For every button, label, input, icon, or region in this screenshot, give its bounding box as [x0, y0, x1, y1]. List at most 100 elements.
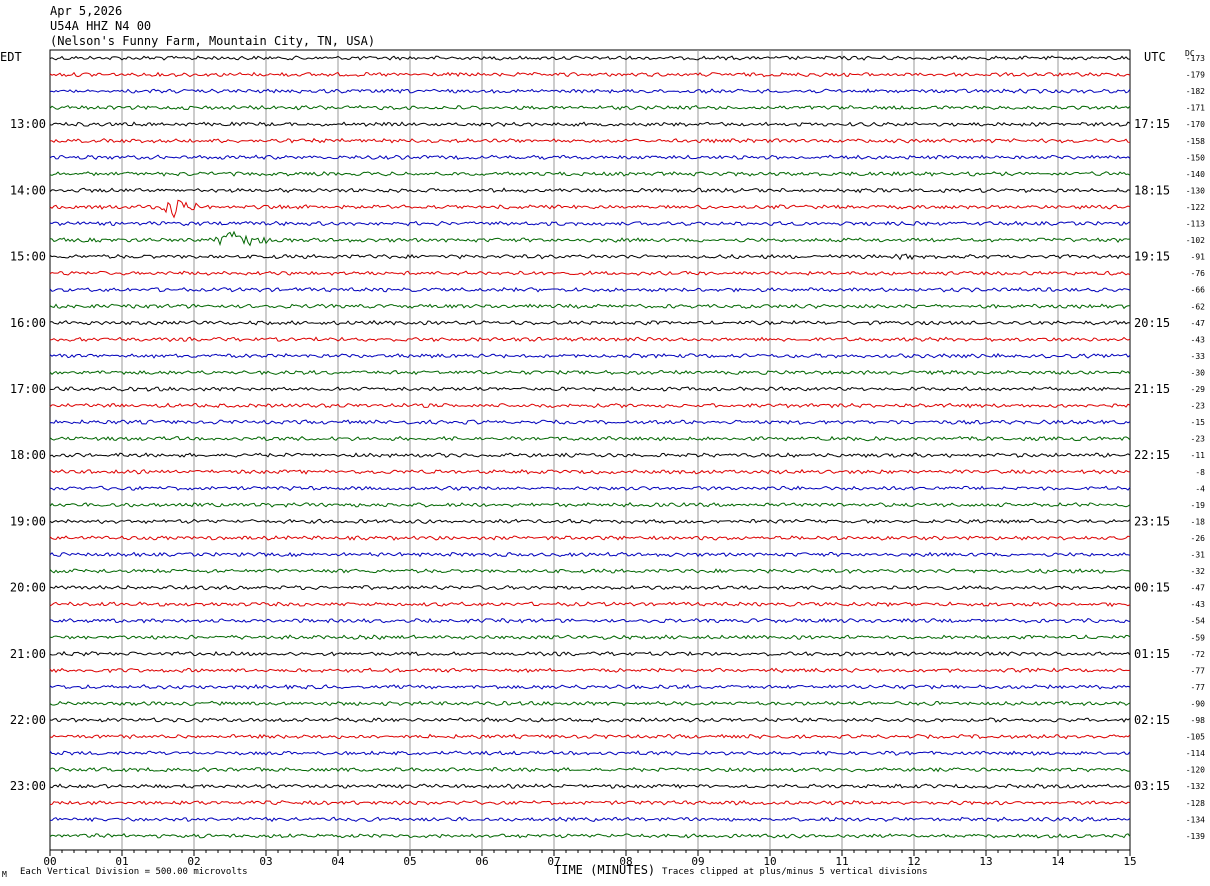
dc-offset-value: -170 — [1186, 120, 1205, 129]
dc-offset-value: -140 — [1186, 170, 1205, 179]
trace-line — [49, 386, 1131, 392]
dc-offset-value: -182 — [1186, 87, 1205, 96]
dc-offset-value: -47 — [1191, 584, 1206, 593]
utc-hour-label: 23:15 — [1134, 514, 1170, 528]
edt-hour-label: 13:00 — [10, 117, 46, 131]
trace-line — [49, 783, 1131, 790]
trace-line — [49, 733, 1131, 740]
x-tick-label: 01 — [115, 855, 128, 868]
x-tick-label: 07 — [547, 855, 560, 868]
trace-line — [49, 286, 1131, 293]
utc-hour-label: 20:15 — [1134, 316, 1170, 330]
trace-line — [49, 568, 1131, 574]
trace-line — [49, 319, 1131, 326]
trace-line — [49, 601, 1131, 608]
trace-line — [49, 303, 1130, 310]
dc-offset-value: -171 — [1186, 104, 1205, 113]
x-tick-label: 08 — [619, 855, 632, 868]
x-tick-label: 12 — [907, 855, 920, 868]
dc-offset-value: -132 — [1186, 782, 1205, 791]
header-location: (Nelson's Funny Farm, Mountain City, TN,… — [50, 34, 376, 48]
plot-frame — [49, 49, 1131, 851]
trace-line — [49, 369, 1131, 376]
trace-line — [49, 154, 1131, 161]
trace-line — [49, 352, 1131, 359]
dc-offset-value: -4 — [1195, 484, 1205, 493]
trace-line — [49, 816, 1131, 823]
trace-line — [49, 617, 1131, 624]
x-tick-label: 02 — [187, 855, 200, 868]
edt-hour-label: 16:00 — [10, 316, 46, 330]
dc-offset-value: -18 — [1191, 517, 1206, 526]
trace-line — [49, 71, 1131, 78]
trace-line — [49, 121, 1131, 127]
dc-offset-value: -139 — [1186, 832, 1205, 841]
dc-offset-value: -8 — [1195, 468, 1205, 477]
trace-line — [49, 518, 1131, 525]
trace-line — [49, 485, 1131, 491]
header-date: Apr 5,2026 — [50, 4, 123, 18]
dc-offset-value: -32 — [1191, 567, 1206, 576]
x-tick-label: 03 — [259, 855, 272, 868]
trace-line — [49, 336, 1131, 343]
edt-hour-label: 23:00 — [10, 779, 46, 793]
trace-line — [49, 187, 1131, 194]
scale-note: Each Vertical Division = 500.00 microvol… — [20, 867, 248, 877]
dc-offset-value: -134 — [1186, 815, 1205, 824]
x-tick-label: 14 — [1051, 855, 1065, 868]
dc-offset-value: -90 — [1191, 699, 1206, 708]
dc-offset-value: -179 — [1186, 71, 1205, 80]
trace-line — [49, 88, 1131, 94]
dc-offset-value: -54 — [1191, 617, 1206, 626]
dc-offset-value: -29 — [1191, 385, 1206, 394]
trace-line — [49, 402, 1131, 409]
trace-line — [49, 253, 1131, 261]
trace-line — [49, 584, 1131, 591]
clip-note: Traces clipped at plus/minus 5 vertical … — [662, 867, 928, 877]
edt-hour-label: 21:00 — [10, 647, 46, 661]
utc-hour-label: 17:15 — [1134, 117, 1170, 131]
dc-offset-value: -120 — [1186, 766, 1205, 775]
x-tick-label: 04 — [331, 855, 345, 868]
dc-offset-value: -47 — [1191, 319, 1206, 328]
dc-offset-value: -66 — [1191, 286, 1206, 295]
trace-line — [49, 230, 1131, 247]
trace-line — [49, 650, 1131, 657]
trace-line — [49, 535, 1131, 541]
trace-line — [49, 667, 1131, 674]
left-timezone-label: EDT — [0, 50, 22, 64]
trace-line — [49, 171, 1131, 177]
dc-offset-value: -102 — [1186, 236, 1205, 245]
trace-line — [49, 717, 1131, 723]
edt-hour-label: 22:00 — [10, 713, 46, 727]
dc-offset-value: -77 — [1191, 683, 1206, 692]
trace-line — [49, 220, 1131, 227]
dc-offset-value: -15 — [1191, 418, 1206, 427]
dc-offset-value: -19 — [1191, 501, 1206, 510]
trace-line — [49, 799, 1131, 806]
trace-line — [49, 502, 1131, 508]
edt-hour-label: 15:00 — [10, 250, 46, 264]
dc-offset-value: -30 — [1191, 368, 1206, 377]
dc-offset-value: -113 — [1186, 220, 1205, 229]
dc-offset-value: -62 — [1191, 302, 1206, 311]
trace-line — [49, 419, 1131, 425]
trace-line — [49, 55, 1131, 61]
dc-offset-value: -173 — [1186, 54, 1205, 63]
trace-line — [49, 104, 1131, 111]
dc-offset-value: -91 — [1191, 253, 1206, 262]
dc-offset-value: -77 — [1191, 666, 1206, 675]
utc-hour-label: 01:15 — [1134, 647, 1170, 661]
trace-line — [49, 683, 1131, 690]
trace-line — [49, 468, 1131, 475]
dc-offset-value: -122 — [1186, 203, 1205, 212]
x-tick-label: 15 — [1123, 855, 1136, 868]
trace-line — [49, 750, 1131, 756]
utc-hour-label: 02:15 — [1134, 713, 1170, 727]
dc-offset-value: -33 — [1191, 352, 1206, 361]
utc-hour-label: 18:15 — [1134, 183, 1170, 197]
dc-offset-value: -130 — [1186, 186, 1205, 195]
x-tick-label: 09 — [691, 855, 704, 868]
x-tick-label: 00 — [43, 855, 56, 868]
